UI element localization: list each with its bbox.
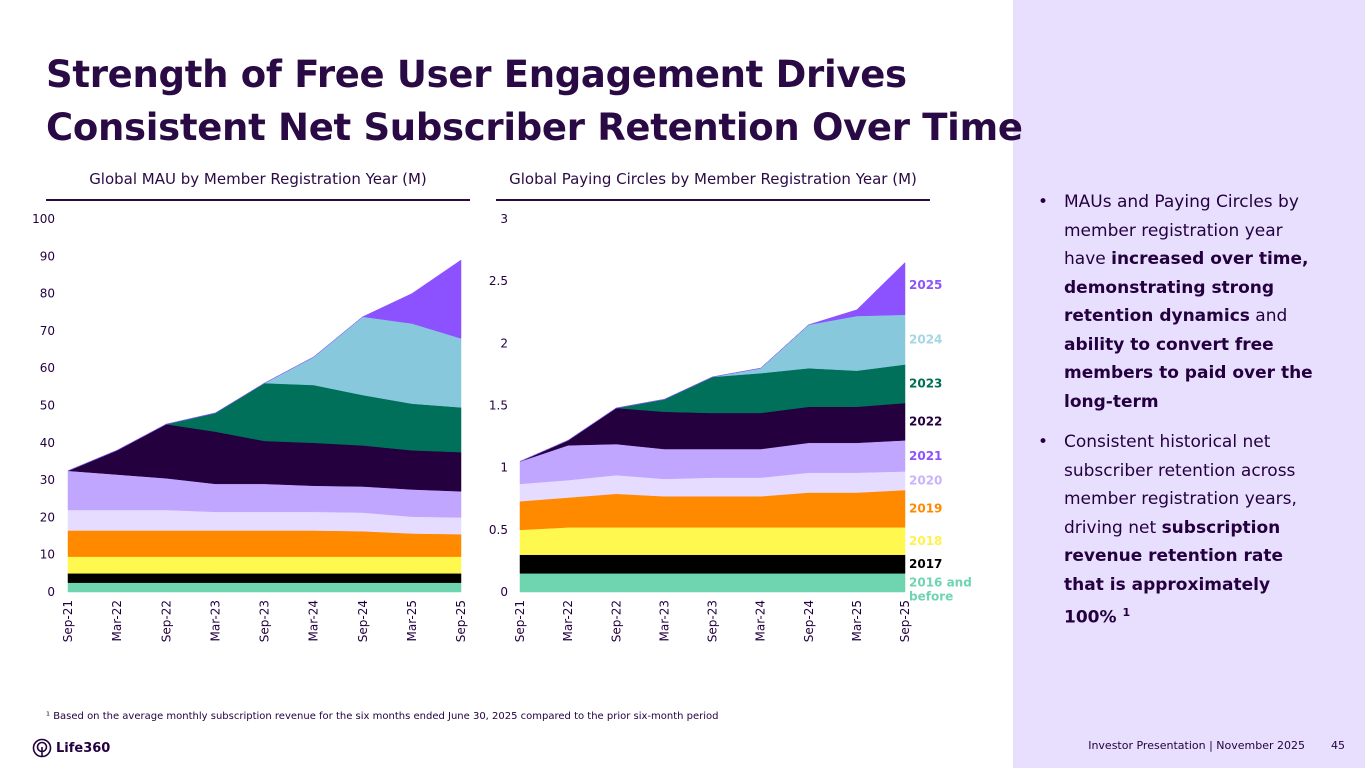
circles-y-tick-label: 0 xyxy=(500,585,508,599)
legend-label-2019: 2019 xyxy=(909,502,942,516)
mau-y-tick-label: 30 xyxy=(40,473,55,487)
mau-x-tick-label: Sep-24 xyxy=(356,600,370,642)
mau-title-rule xyxy=(46,199,470,201)
mau-x-tick-label: Sep-25 xyxy=(454,600,468,642)
circles-x-tick-label: Mar-25 xyxy=(850,600,864,641)
circles-chart-title: Global Paying Circles by Member Registra… xyxy=(509,170,917,188)
circles-x-tick-label: Sep-24 xyxy=(802,600,816,642)
circles-x-tick-label: Sep-23 xyxy=(706,600,720,642)
bullet-emphasis: increased over time, demonstrating stron… xyxy=(1064,249,1309,326)
mau-y-tick-label: 0 xyxy=(47,585,55,599)
mau-area-2017 xyxy=(67,573,462,583)
bullet-point: Consistent historical net subscriber ret… xyxy=(1038,428,1328,632)
bullet-emphasis: subscription revenue retention rate that… xyxy=(1064,517,1284,628)
mau-y-tick-label: 40 xyxy=(40,436,55,450)
legend-label-2022: 2022 xyxy=(909,415,942,429)
circles-y-tick-label: 0.5 xyxy=(489,523,508,537)
legend-label-2023: 2023 xyxy=(909,377,942,391)
circles-y-tick-label: 1.5 xyxy=(489,399,508,413)
footnote: ¹ Based on the average monthly subscript… xyxy=(46,711,719,722)
circles-y-tick-label: 1 xyxy=(500,461,508,475)
mau-area-2019 xyxy=(67,530,462,557)
bullet-point: MAUs and Paying Circles by member regist… xyxy=(1038,188,1328,416)
legend-label-2024: 2024 xyxy=(909,333,942,347)
mau-x-tick-label: Mar-23 xyxy=(208,600,222,641)
legend-label-2018: 2018 xyxy=(909,534,942,548)
mau-y-tick-label: 100 xyxy=(32,212,55,226)
mau-area-2018 xyxy=(67,556,462,574)
bullet-emphasis: 1 xyxy=(1122,606,1131,619)
page-title: Strength of Free User Engagement Drives … xyxy=(46,53,1023,149)
mau-y-tick-label: 10 xyxy=(40,548,55,562)
circles-area-2018 xyxy=(519,527,906,555)
bullet-text: Consistent historical net subscriber ret… xyxy=(1064,432,1297,538)
circles-x-tick-label: Sep-25 xyxy=(898,600,912,642)
legend-label-2021: 2021 xyxy=(909,449,942,463)
mau-y-tick-label: 60 xyxy=(40,361,55,375)
mau-chart: 0 10 20 30 40 50 60 70 80 90 100 Sep-21 Mar-22 Sep-22… xyxy=(32,212,468,642)
legend-label-2017: 2017 xyxy=(909,557,942,571)
logo-text: Life360 xyxy=(56,740,111,756)
circles-x-tick-label: Mar-24 xyxy=(754,600,768,641)
mau-y-tick-label: 50 xyxy=(40,399,55,413)
mau-chart-title: Global MAU by Member Registration Year (… xyxy=(89,170,427,188)
mau-area-2025 xyxy=(67,259,462,472)
mau-x-tick-label: Sep-21 xyxy=(61,600,75,642)
bullet-text: MAUs and Paying Circles by member regist… xyxy=(1064,192,1299,269)
key-points: MAUs and Paying Circles by member regist… xyxy=(1038,188,1328,644)
circles-area-2025 xyxy=(519,261,906,462)
legend-label-2016-and-before: 2016 and xyxy=(909,576,972,590)
bullet-emphasis: ability to convert free members to paid … xyxy=(1064,334,1313,412)
circles-area-2017 xyxy=(519,554,906,574)
mau-y-tick-label: 70 xyxy=(40,324,55,338)
bullet-text: and xyxy=(1249,306,1288,326)
circles-chart: 0 0.5 1 1.5 2 2.5 3 Sep-21 Mar-22 Sep-22 Mar-23 Sep… xyxy=(489,212,972,642)
mau-y-tick-label: 80 xyxy=(40,287,55,301)
mau-x-tick-label: Sep-22 xyxy=(159,600,173,642)
circles-x-tick-label: Mar-22 xyxy=(561,600,575,641)
circles-x-tick-label: Mar-23 xyxy=(657,600,671,641)
circles-title-rule xyxy=(496,199,930,201)
life360-logo: Life360 xyxy=(32,738,110,758)
circles-y-tick-label: 3 xyxy=(500,212,508,226)
legend-label-2025: 2025 xyxy=(909,278,942,292)
mau-y-tick-label: 90 xyxy=(40,249,55,263)
mau-x-tick-label: Mar-24 xyxy=(307,600,321,641)
legend-label-2016-and-before: before xyxy=(909,590,953,604)
life360-logo-icon xyxy=(32,738,52,758)
mau-x-tick-label: Mar-25 xyxy=(405,600,419,641)
page-number: 45 xyxy=(1331,739,1345,752)
circles-x-tick-label: Sep-22 xyxy=(609,600,623,642)
mau-y-tick-label: 20 xyxy=(40,510,55,524)
legend-label-2020: 2020 xyxy=(909,474,942,488)
circles-x-tick-label: Sep-21 xyxy=(513,600,527,642)
circles-y-tick-label: 2 xyxy=(500,336,508,350)
mau-x-tick-label: Mar-22 xyxy=(110,600,124,641)
mau-area-2016-and-before xyxy=(67,582,462,593)
footer-text: Investor Presentation | November 2025 xyxy=(1088,739,1305,752)
circles-area-2016-and-before xyxy=(519,573,906,593)
circles-y-tick-label: 2.5 xyxy=(489,274,508,288)
mau-x-tick-label: Sep-23 xyxy=(258,600,272,642)
